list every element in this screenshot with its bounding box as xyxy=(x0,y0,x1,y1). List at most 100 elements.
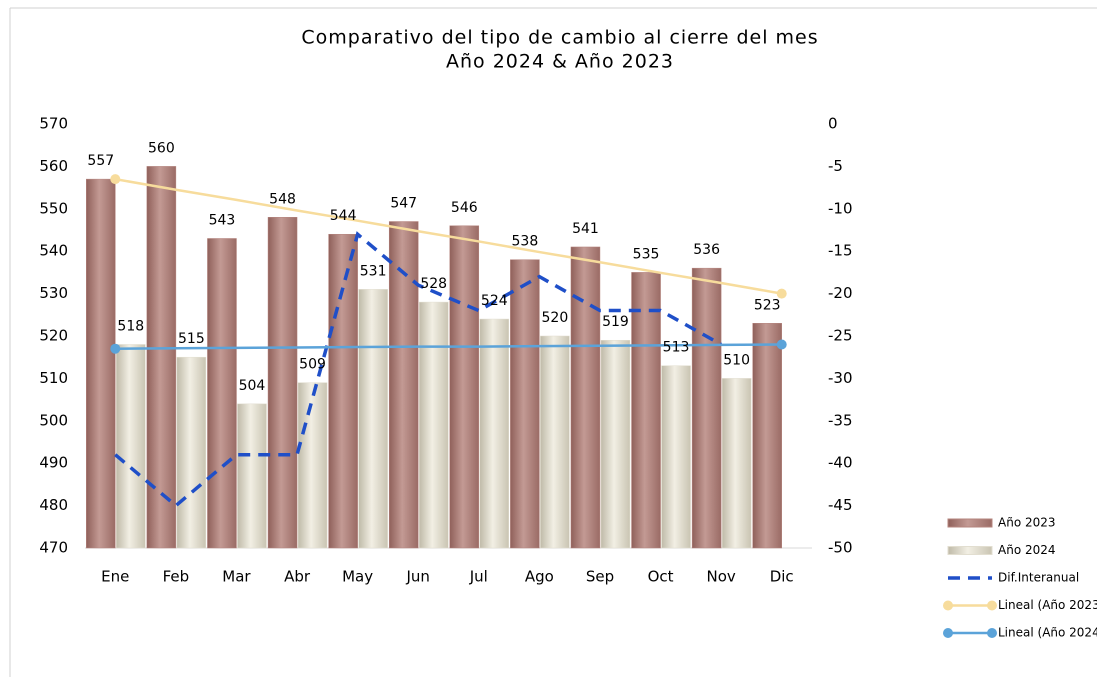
legend-label: Año 2023 xyxy=(998,516,1056,530)
data-label: 538 xyxy=(512,234,539,250)
bar xyxy=(570,246,601,549)
chart-subtitle: Año 2024 & Año 2023 xyxy=(446,51,674,73)
legend-label: Año 2024 xyxy=(998,543,1056,557)
data-label: 519 xyxy=(602,314,629,330)
data-label: 524 xyxy=(481,293,508,309)
x-tick-label: Ene xyxy=(101,568,129,586)
bar xyxy=(388,221,419,549)
legend-swatch xyxy=(947,518,993,528)
bar xyxy=(358,289,388,549)
trend-line xyxy=(115,343,782,350)
legend-swatch xyxy=(947,546,993,555)
bar xyxy=(691,267,722,549)
bar xyxy=(721,378,752,549)
bar xyxy=(86,178,116,549)
y-tick-label: 510 xyxy=(39,369,68,387)
x-tick-label: Ago xyxy=(525,568,554,586)
data-label: 560 xyxy=(148,140,175,156)
y-tick-label: 470 xyxy=(39,539,68,557)
data-label: 523 xyxy=(754,297,781,313)
data-label: 546 xyxy=(451,200,478,216)
data-label: 548 xyxy=(269,191,296,207)
data-label: 513 xyxy=(663,340,690,356)
data-label: 515 xyxy=(178,331,205,347)
legend-swatch xyxy=(943,628,953,638)
data-label: 535 xyxy=(633,246,660,262)
bar xyxy=(752,323,782,549)
bar xyxy=(418,301,449,549)
y2-tick-label: -15 xyxy=(828,242,853,260)
legend-label: Lineal (Año 2023) xyxy=(998,598,1097,612)
x-tick-label: Abr xyxy=(284,568,311,586)
y-tick-label: 520 xyxy=(39,327,68,345)
x-tick-label: Jul xyxy=(469,568,488,586)
data-label: 531 xyxy=(360,263,387,279)
y2-tick-label: -25 xyxy=(828,327,853,345)
bar xyxy=(631,272,661,549)
data-label: 528 xyxy=(420,276,447,292)
legend-label: Dif.Interanual xyxy=(998,571,1079,585)
bar xyxy=(449,225,480,549)
y2-tick-label: -20 xyxy=(828,284,853,302)
x-tick-label: Sep xyxy=(586,568,614,586)
y-tick-label: 560 xyxy=(39,157,68,175)
trend-end xyxy=(110,174,121,185)
x-tick-label: Oct xyxy=(648,568,674,586)
data-label: 536 xyxy=(693,242,720,258)
y-tick-label: 480 xyxy=(39,496,68,514)
data-label: 510 xyxy=(723,352,750,368)
data-label: 509 xyxy=(299,357,326,373)
y2-tick-label: -45 xyxy=(828,496,853,514)
y2-tick-label: -5 xyxy=(828,157,843,175)
trend-end xyxy=(776,288,787,299)
bar xyxy=(267,217,298,549)
y2-tick-label: -40 xyxy=(828,454,853,472)
data-label: 544 xyxy=(330,208,357,224)
bar xyxy=(237,403,267,549)
y-tick-label: 530 xyxy=(39,284,68,302)
y2-tick-label: -35 xyxy=(828,411,853,429)
bar xyxy=(540,335,570,549)
bar xyxy=(479,318,510,549)
y2-tick-label: -50 xyxy=(828,539,853,557)
y-tick-label: 550 xyxy=(39,199,68,217)
data-label: 557 xyxy=(87,153,114,169)
bar xyxy=(328,233,358,549)
x-tick-label: May xyxy=(342,568,373,586)
y-tick-label: 500 xyxy=(39,411,68,429)
data-label: 547 xyxy=(390,196,417,212)
legend-label: Lineal (Año 2024) xyxy=(998,626,1097,640)
x-tick-label: Jun xyxy=(405,568,429,586)
bar xyxy=(600,339,631,549)
trend-end xyxy=(776,339,787,350)
x-tick-label: Nov xyxy=(706,568,735,586)
trend-end xyxy=(110,343,121,354)
data-label: 518 xyxy=(117,318,144,334)
trend-line xyxy=(115,177,782,295)
y2-tick-label: -30 xyxy=(828,369,853,387)
y-tick-label: 540 xyxy=(39,242,68,260)
data-label: 543 xyxy=(209,212,236,228)
bar xyxy=(661,365,691,549)
x-tick-label: Feb xyxy=(163,568,190,586)
diff-line xyxy=(114,231,722,508)
data-label: 541 xyxy=(572,221,599,237)
y2-tick-label: 0 xyxy=(828,115,838,133)
data-label: 504 xyxy=(239,378,266,394)
legend-swatch xyxy=(987,628,997,638)
x-tick-label: Dic xyxy=(770,568,794,586)
bar xyxy=(297,382,328,549)
y-tick-label: 570 xyxy=(39,115,68,133)
bar xyxy=(510,259,540,549)
bar xyxy=(207,238,237,549)
chart-title: Comparativo del tipo de cambio al cierre… xyxy=(301,27,818,49)
x-tick-label: Mar xyxy=(222,568,251,586)
y2-tick-label: -10 xyxy=(828,199,853,217)
bar xyxy=(146,166,177,549)
y-tick-label: 490 xyxy=(39,454,68,472)
data-label: 520 xyxy=(542,310,569,326)
bar xyxy=(176,356,207,549)
legend-swatch xyxy=(943,600,953,611)
legend-swatch xyxy=(987,600,997,611)
